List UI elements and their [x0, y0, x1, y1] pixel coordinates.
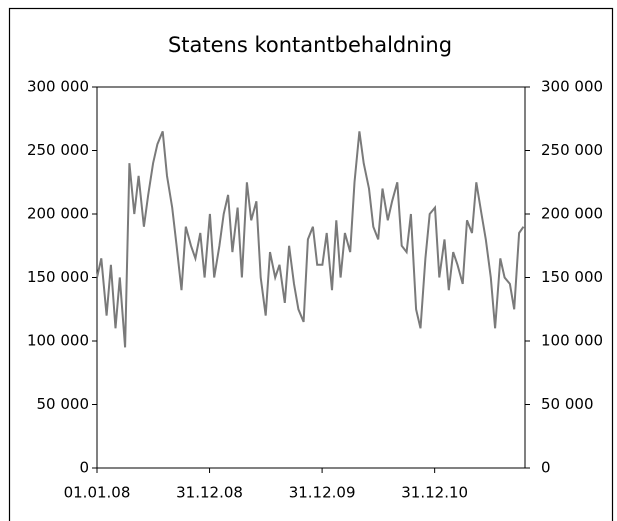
- x-tick-label: 01.01.08: [64, 484, 131, 502]
- chart-title: Statens kontantbehaldning: [168, 33, 452, 57]
- y2-tick-label: 300 000: [541, 78, 603, 96]
- x-tick-label: 31.12.08: [176, 484, 243, 502]
- y2-tick-label: 200 000: [541, 205, 603, 223]
- x-tick-label: 31.12.09: [289, 484, 356, 502]
- y-tick-label: 50 000: [37, 395, 90, 413]
- y2-tick-label: 100 000: [541, 332, 603, 350]
- y2-tick-label: 0: [541, 459, 551, 477]
- y2-tick-label: 250 000: [541, 141, 603, 159]
- y2-tick-label: 150 000: [541, 268, 603, 286]
- y-tick-label: 150 000: [27, 268, 89, 286]
- y-tick-label: 100 000: [27, 332, 89, 350]
- x-tick-label: 31.12.10: [401, 484, 468, 502]
- y-tick-label: 250 000: [27, 141, 89, 159]
- y-tick-label: 0: [79, 459, 89, 477]
- line-series: [96, 131, 525, 348]
- y2-tick-label: 50 000: [541, 395, 594, 413]
- y-tick-label: 300 000: [27, 78, 89, 96]
- frame: [8, 7, 614, 521]
- y-tick-label: 200 000: [27, 205, 89, 223]
